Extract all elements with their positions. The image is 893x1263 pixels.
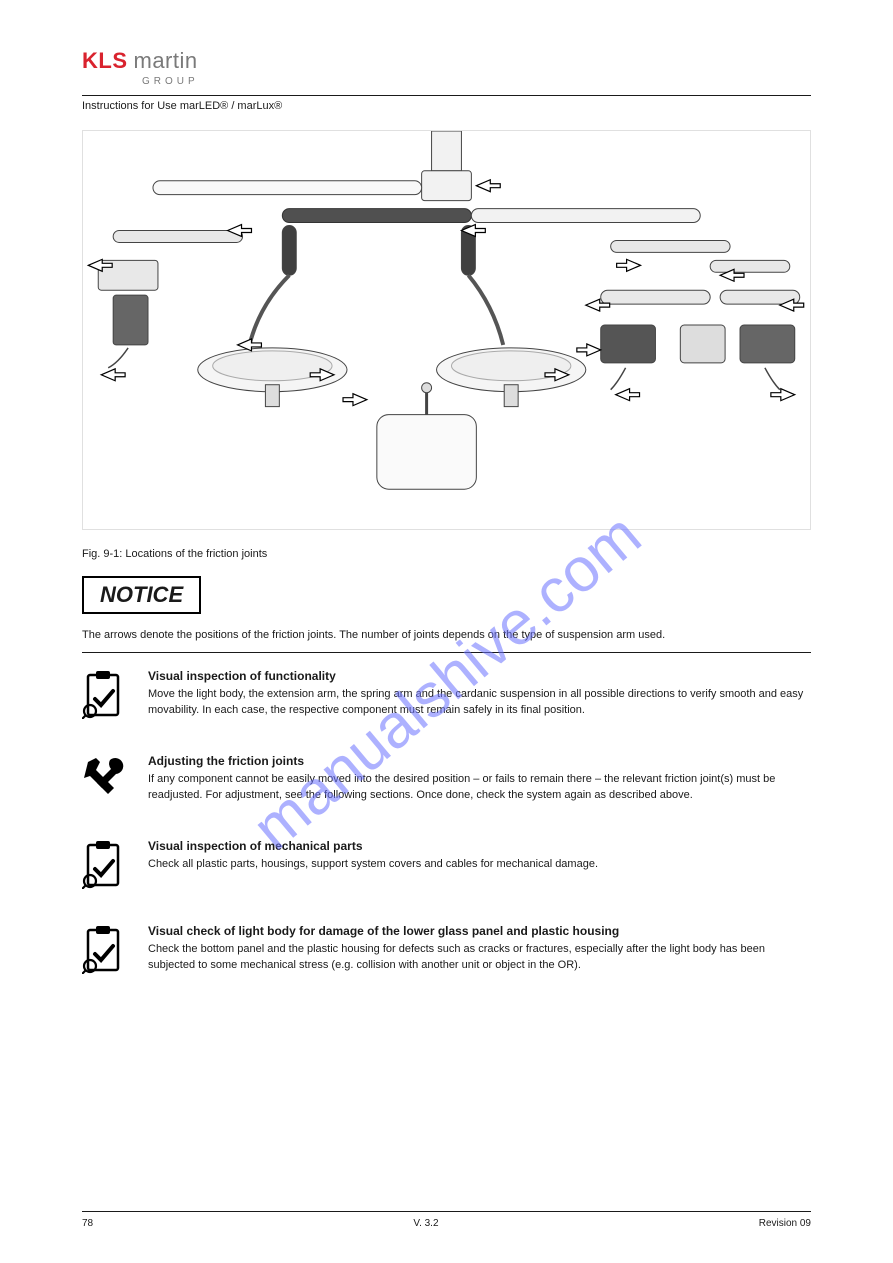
task-title: Adjusting the friction joints	[148, 754, 811, 768]
footer-divider	[82, 1211, 811, 1212]
task-row: Adjusting the friction joints If any com…	[82, 754, 811, 809]
logo-martin: martin	[134, 48, 198, 74]
task-desc: Check all plastic parts, housings, suppo…	[148, 857, 811, 873]
task-title: Visual inspection of functionality	[148, 669, 811, 683]
chapter-title: Instructions for Use marLED® / marLux®	[82, 100, 811, 112]
figure-number: Fig. 9-1:	[82, 548, 122, 560]
figure-text: Locations of the friction joints	[125, 548, 267, 560]
clipboard-check-icon	[82, 839, 128, 894]
brand-logo: KLS martin GROUP	[82, 48, 811, 87]
version: V. 3.2	[413, 1218, 438, 1229]
page-footer: 78 V. 3.2 Revision 09	[82, 1211, 811, 1229]
notice-box: NOTICE	[82, 576, 201, 614]
task-title: Visual check of light body for damage of…	[148, 924, 811, 938]
notice-body: The arrows denote the positions of the f…	[82, 628, 811, 644]
clipboard-check-icon	[82, 669, 128, 724]
task-desc: Move the light body, the extension arm, …	[148, 687, 811, 719]
section-divider	[82, 652, 811, 653]
task-row: Visual inspection of mechanical parts Ch…	[82, 839, 811, 894]
wrench-screwdriver-icon	[82, 754, 128, 809]
revision: Revision 09	[759, 1218, 811, 1229]
task-title: Visual inspection of mechanical parts	[148, 839, 811, 853]
task-row: Visual inspection of functionality Move …	[82, 669, 811, 724]
page-number: 78	[82, 1218, 93, 1229]
task-desc: Check the bottom panel and the plastic h…	[148, 942, 811, 974]
task-desc: If any component cannot be easily moved …	[148, 772, 811, 804]
task-row: Visual check of light body for damage of…	[82, 924, 811, 979]
logo-group: GROUP	[142, 76, 811, 87]
logo-kls: KLS	[82, 48, 128, 74]
clipboard-check-icon	[82, 924, 128, 979]
header-divider	[82, 95, 811, 96]
friction-joint-diagram	[82, 130, 811, 530]
figure-caption: Fig. 9-1: Locations of the friction join…	[82, 548, 811, 560]
notice-label: NOTICE	[100, 582, 183, 607]
